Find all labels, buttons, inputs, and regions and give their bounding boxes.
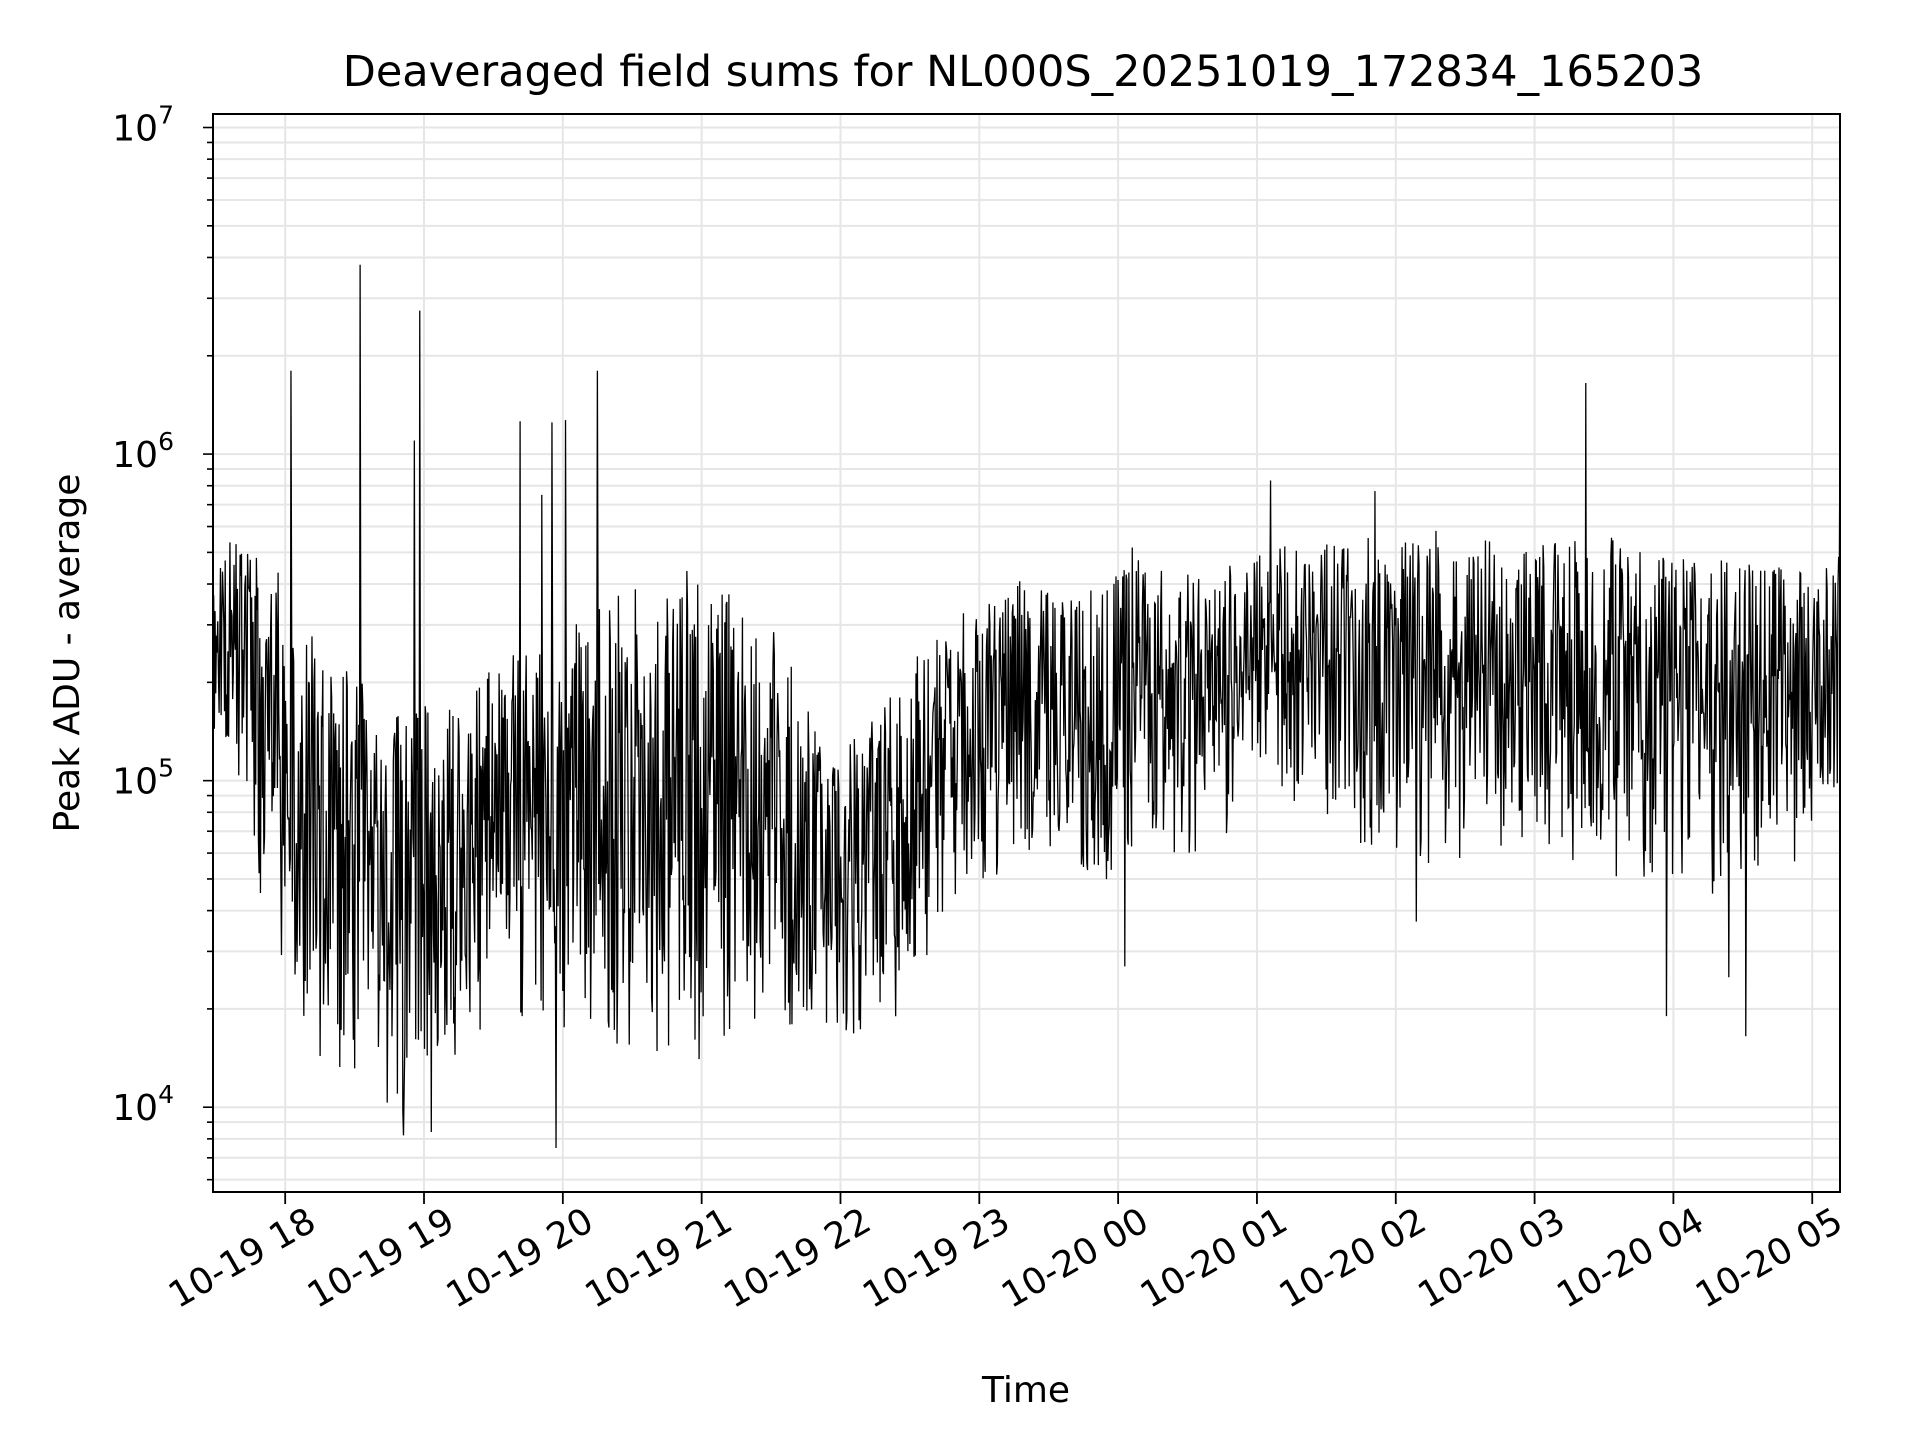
x-axis-label: Time: [981, 1370, 1070, 1411]
y-tick-label: 104: [112, 1080, 174, 1129]
y-tick-label: 107: [112, 101, 174, 150]
grid: [213, 114, 1840, 1192]
series-layer: [212, 264, 1841, 1149]
series-line: [212, 264, 1841, 1149]
y-axis: 104 105 106 107: [112, 101, 213, 1181]
y-axis-label: Peak ADU - average: [47, 474, 88, 833]
chart-title: Deaveraged field sums for NL000S_2025101…: [343, 47, 1704, 97]
y-tick-label: 106: [112, 427, 174, 476]
y-tick-label: 105: [112, 754, 174, 803]
plot-frame: [212, 113, 1841, 1193]
